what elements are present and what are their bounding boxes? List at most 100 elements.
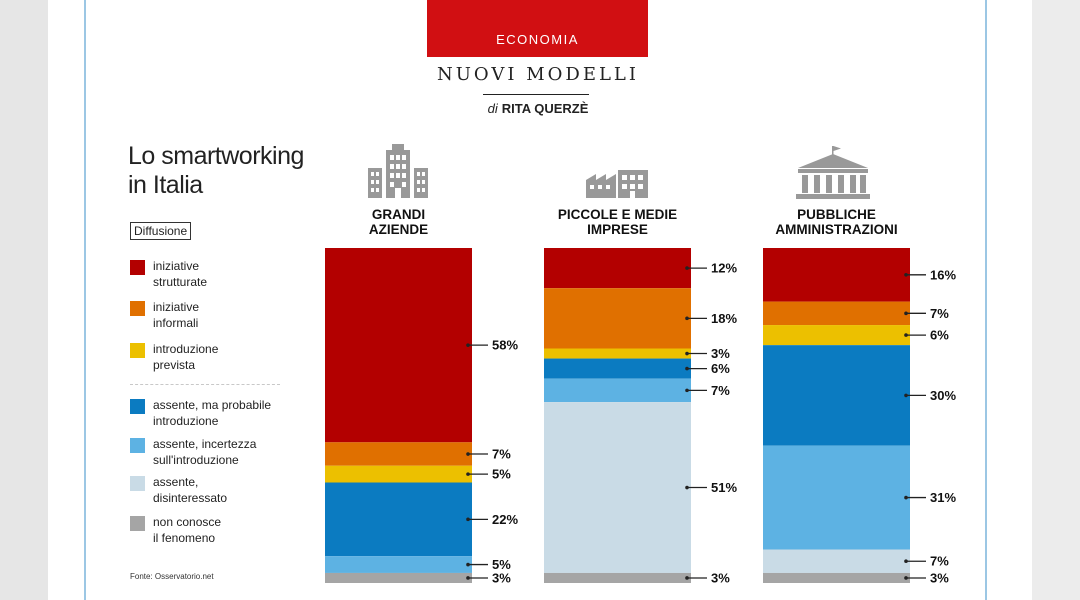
value-leader-dot — [685, 388, 689, 393]
legend-label: assente, incertezza sull'introduzione — [153, 436, 303, 468]
legend-item: assente, disinteressato — [130, 474, 300, 510]
value-leader-dot — [466, 343, 470, 347]
data-label: 6% — [930, 328, 949, 343]
data-label: 3% — [930, 570, 949, 585]
legend-label: assente, disinteressato — [153, 474, 303, 506]
category-label-line: PICCOLE E MEDIE — [557, 207, 678, 222]
legend-swatch — [130, 301, 145, 316]
legend-label-line: introduzione — [153, 414, 219, 428]
value-leader-dot — [466, 562, 470, 567]
data-label: 7% — [711, 383, 730, 398]
byline-author: RITA QUERZÈ — [501, 101, 589, 116]
value-leader-dot — [685, 351, 689, 356]
legend-swatch — [130, 260, 145, 275]
data-label: 12% — [711, 261, 737, 276]
bar-segment — [544, 572, 691, 583]
government-building-icon — [796, 146, 870, 199]
byline: di RITA QUERZÈ — [380, 101, 696, 116]
section-banner: ECONOMIA — [427, 0, 648, 57]
value-leader-dot — [904, 393, 908, 398]
legend-label-line: sull'introduzione — [153, 453, 239, 467]
legend-label-line: assente, — [153, 475, 199, 489]
value-leader-dot — [685, 316, 689, 321]
data-label: 16% — [930, 267, 956, 282]
legend-label-line: iniziative — [153, 300, 200, 314]
category-label-line: AMMINISTRAZIONI — [775, 222, 898, 237]
legend-label: iniziative strutturate — [153, 258, 303, 290]
legend-swatch — [130, 438, 145, 453]
category-label: PICCOLE E MEDIE IMPRESE — [538, 207, 698, 237]
value-leader-dot — [685, 366, 689, 371]
category-label: PUBBLICHE AMMINISTRAZIONI — [757, 207, 917, 237]
value-leader-dot — [466, 472, 470, 476]
data-label: 3% — [711, 570, 730, 585]
value-leader-dot — [904, 576, 908, 580]
bar-segment — [325, 465, 472, 483]
chart-title: Lo smartworking in Italia — [128, 142, 304, 199]
frame-line-right — [985, 0, 987, 600]
legend-label: assente, ma probabile introduzione — [153, 397, 303, 429]
legend-item: assente, incertezza sull'introduzione — [130, 436, 300, 472]
bar-segment — [544, 348, 691, 359]
legend-label-line: disinteressato — [153, 491, 228, 505]
bar-segment — [763, 248, 910, 302]
legend-label-line: assente, ma probabile — [153, 398, 272, 412]
legend-header: Diffusione — [130, 222, 192, 240]
legend-item: non conosce il fenomeno — [130, 514, 300, 550]
bar-segment — [763, 572, 910, 583]
legend-label-line: iniziative — [153, 259, 200, 273]
category-label-line: IMPRESE — [587, 222, 648, 237]
category-label-line: AZIENDE — [368, 222, 429, 237]
data-label: 5% — [492, 557, 511, 572]
legend-label-line: prevista — [153, 358, 196, 372]
data-label: 7% — [930, 554, 949, 569]
bar-segment — [763, 345, 910, 446]
legend-swatch — [130, 399, 145, 414]
bar-segment — [325, 482, 472, 557]
value-leader-dot — [904, 311, 908, 316]
series-title: NUOVI MODELLI — [437, 64, 639, 85]
legend-label-line: assente, incertezza — [153, 437, 257, 451]
value-leader-dot — [904, 559, 908, 564]
data-label: 6% — [711, 361, 730, 376]
bar-segment — [763, 549, 910, 573]
data-label: 30% — [930, 388, 956, 403]
office-building-icon — [368, 144, 428, 198]
source-note: Fonte: Osservatorio.net — [130, 572, 214, 581]
byline-prefix: di — [487, 101, 498, 116]
bar-segment — [544, 288, 691, 349]
legend-swatch — [130, 343, 145, 358]
legend-label: iniziative informali — [153, 299, 303, 331]
category-label-line: GRANDI — [371, 207, 426, 222]
legend-item: introduzione prevista — [130, 341, 300, 377]
bar-segment — [544, 378, 691, 403]
value-leader-dot — [904, 273, 908, 277]
data-label: 7% — [930, 306, 949, 321]
bar-segment — [325, 572, 472, 583]
factory-icon — [586, 170, 648, 198]
title-underline — [483, 94, 589, 95]
page-margin-left — [0, 0, 48, 600]
bar-segment — [544, 358, 691, 379]
legend-item: iniziative strutturate — [130, 258, 300, 294]
page-margin-right — [1032, 0, 1080, 600]
value-leader-dot — [904, 333, 908, 337]
bar-segment — [763, 301, 910, 326]
bar-segment — [325, 248, 472, 443]
value-leader-dot — [685, 266, 689, 270]
value-leader-dot — [685, 485, 689, 490]
legend-item: iniziative informali — [130, 299, 300, 335]
data-label: 31% — [930, 490, 956, 505]
data-label: 3% — [492, 570, 511, 585]
data-label: 58% — [492, 338, 518, 353]
legend-swatch — [130, 516, 145, 531]
bar-segment — [544, 402, 691, 573]
legend-label-line: informali — [153, 316, 199, 330]
value-leader-dot — [466, 576, 470, 580]
value-leader-dot — [685, 576, 689, 580]
data-label: 5% — [492, 467, 511, 482]
bar-segment — [544, 248, 691, 289]
data-label: 51% — [711, 480, 737, 495]
legend-label-line: non conosce — [153, 515, 222, 529]
legend-item: assente, ma probabile introduzione — [130, 397, 300, 433]
